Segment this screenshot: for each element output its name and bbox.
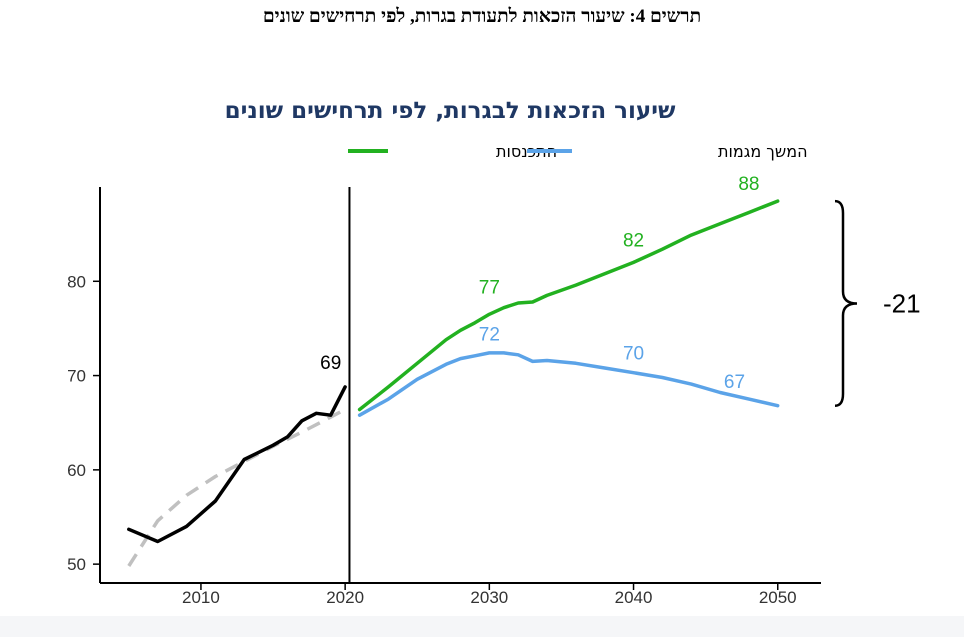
y-tick-label: 80 — [67, 272, 86, 291]
data-label: 72 — [479, 325, 500, 346]
figure-caption: תרשים 4: שיעור הזכאות לתעודת בגרות, לפי … — [262, 6, 702, 27]
series-line-2 — [127, 385, 347, 544]
legend-label: המשך מגמות — [718, 142, 808, 161]
x-tick-label: 2040 — [615, 588, 653, 607]
x-tick-label: 2050 — [759, 588, 797, 607]
data-label: 70 — [623, 344, 644, 365]
chart-lines — [127, 199, 780, 567]
series-line-1 — [357, 351, 780, 417]
y-tick-label: 50 — [67, 555, 86, 574]
data-label: 88 — [738, 174, 759, 195]
data-labels: 77 82 88 72 70 67 69 — [320, 174, 759, 393]
series-line-3 — [127, 407, 346, 567]
x-tick-label: 2020 — [326, 588, 364, 607]
legend: התכנסות המשך מגמות — [348, 142, 808, 161]
bracket-label: -21 — [883, 288, 921, 318]
x-tick-label: 2010 — [182, 588, 220, 607]
y-tick-label: 70 — [67, 367, 86, 386]
x-tick-label: 2030 — [470, 588, 508, 607]
legend-label: התכנסות — [496, 142, 557, 161]
data-label: 69 — [320, 353, 341, 374]
data-label: 77 — [479, 278, 500, 299]
bottom-strip — [0, 616, 964, 637]
chart-title: שיעור הזכאות לבגרות, לפי תרחישים שונים — [224, 98, 676, 124]
difference-bracket: -21 — [834, 199, 921, 407]
data-label: 67 — [724, 372, 745, 393]
series-line-0 — [357, 199, 780, 412]
y-tick-label: 60 — [67, 461, 86, 480]
chart-axes: 50 60 70 80 2010 2020 2030 2040 2050 — [67, 187, 821, 607]
data-label: 82 — [623, 230, 644, 251]
curly-brace — [834, 199, 858, 407]
